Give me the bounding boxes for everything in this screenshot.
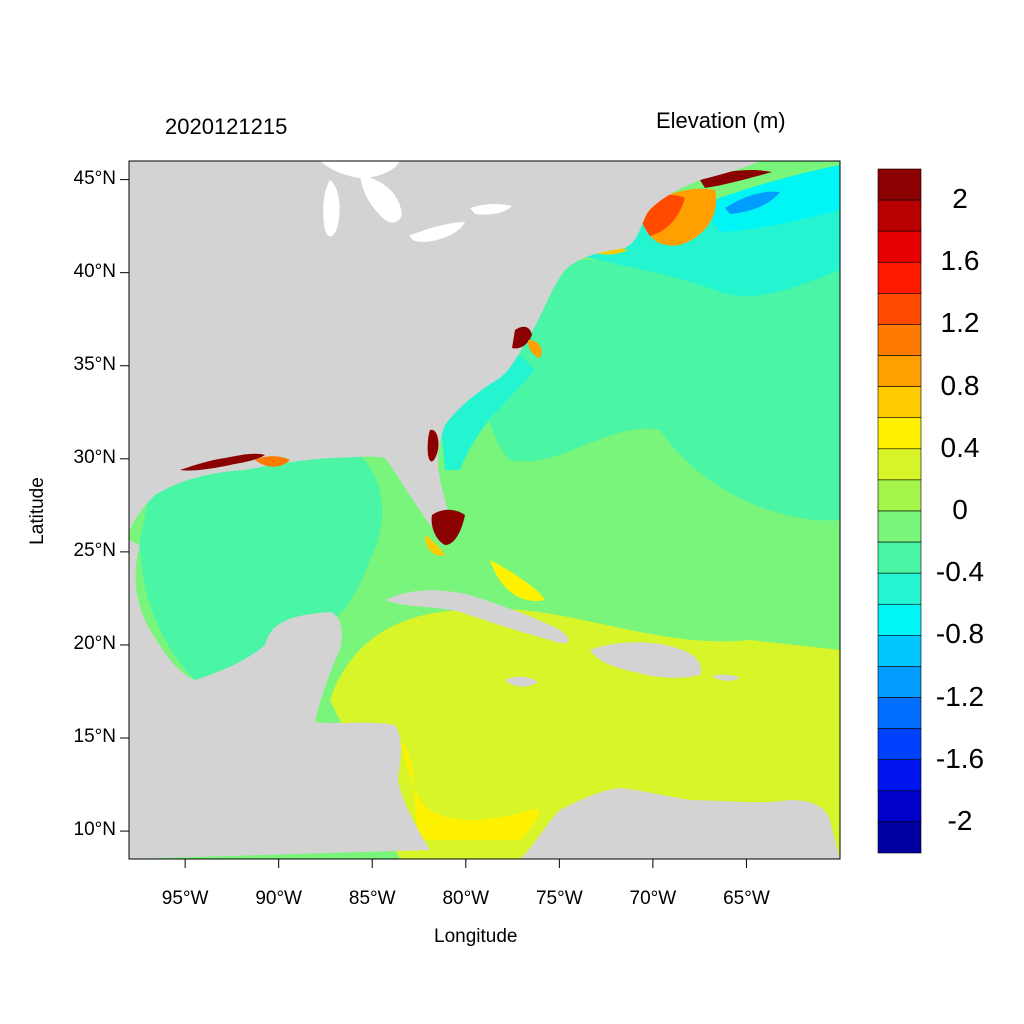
jamaica-land <box>505 676 538 687</box>
lake-erie <box>410 222 465 242</box>
colorbar-segment <box>877 728 922 761</box>
colorbar-label: 2 <box>952 183 968 215</box>
y-tick-label: 30°N <box>73 446 116 468</box>
atlantic-negative-field <box>485 260 840 521</box>
gulf-coast-surge <box>180 453 265 471</box>
south-florida-max <box>431 509 465 545</box>
colorbar-label: -2 <box>947 804 973 836</box>
y-tick-label: 35°N <box>73 353 116 375</box>
central-america-coast-high <box>400 740 539 840</box>
southeast-coast-field <box>440 355 535 470</box>
y-tick-label: 20°N <box>73 632 116 654</box>
colorbar-segment <box>877 635 922 667</box>
colorbar-segment <box>877 479 922 512</box>
y-tick-label: 40°N <box>73 260 116 282</box>
x-tick-label: 95°W <box>161 888 209 909</box>
x-tick-label: 85°W <box>348 888 396 909</box>
colorbar-segment <box>877 666 922 698</box>
cuba-land <box>385 590 569 644</box>
plot-frame <box>128 160 841 860</box>
colorbar-label: 0.8 <box>940 369 980 401</box>
timestamp-title: 2020121215 <box>165 114 288 139</box>
colorbar-label: 0 <box>952 494 968 525</box>
lake-superior <box>320 161 400 178</box>
colorbar-segment <box>877 821 922 854</box>
louisiana-surge <box>255 456 290 467</box>
variable-title: Elevation (m) <box>656 108 786 133</box>
north-america-land <box>129 161 760 535</box>
colorbar-label: 1.2 <box>940 307 980 339</box>
bahamas-high <box>490 560 545 601</box>
pamlico-high <box>528 340 542 358</box>
x-tick-label: 90°W <box>255 888 302 909</box>
colorbar-segment <box>877 541 922 574</box>
x-axis-ticks <box>184 859 747 868</box>
colorbar-segment <box>877 510 922 543</box>
hispaniola-land <box>590 642 701 678</box>
colorbar-segment <box>877 355 922 387</box>
colorbar-label: 1.6 <box>940 245 980 277</box>
georgia-coast-surge <box>427 429 439 462</box>
colorbar-segment <box>877 199 922 232</box>
lake-huron <box>360 175 402 223</box>
puerto-rico-land <box>712 674 740 681</box>
y-axis-ticks <box>120 179 129 832</box>
lake-ontario <box>470 203 512 215</box>
colorbar-segment <box>877 168 922 201</box>
south-america-land <box>520 788 840 859</box>
colorbar-segment <box>877 386 922 419</box>
colorbar-segment <box>877 417 922 450</box>
gulf-of-maine-low <box>725 191 780 214</box>
caribbean-positive-field <box>330 608 840 859</box>
y-tick-label: 10°N <box>73 819 116 841</box>
florida-west-coast-high <box>425 535 445 556</box>
y-tick-label: 25°N <box>73 539 116 561</box>
colorbar-label: -0.8 <box>935 618 985 650</box>
mexico-central-america-land <box>129 540 430 859</box>
colorbar-label: -1.2 <box>935 680 985 712</box>
colorbar-label: -1.6 <box>935 742 985 774</box>
carolina-surge <box>512 326 532 349</box>
colorbar-segment <box>877 293 922 325</box>
colorbar-segment <box>877 603 922 636</box>
colorbar-segment <box>877 790 922 823</box>
x-tick-label: 65°W <box>723 888 770 909</box>
colorbar-segment <box>877 448 922 481</box>
colorbar-segment <box>877 261 922 294</box>
colorbar-label: -0.4 <box>935 556 985 588</box>
x-axis-label: Longitude <box>434 926 518 947</box>
x-tick-label: 75°W <box>535 888 583 909</box>
map-plot-area <box>129 161 840 859</box>
colorbar <box>877 168 922 854</box>
y-tick-label: 15°N <box>73 726 116 747</box>
lake-michigan <box>323 180 340 237</box>
colorbar-segment <box>877 759 922 792</box>
x-tick-label: 80°W <box>442 888 490 909</box>
colorbar-segment <box>877 697 922 729</box>
colorbar-segment <box>877 230 922 263</box>
colorbar-segment <box>877 324 922 356</box>
florida-land <box>385 455 448 515</box>
y-tick-label: 45°N <box>73 167 116 189</box>
x-tick-label: 70°W <box>629 888 677 909</box>
colorbar-label: 0.4 <box>940 431 980 463</box>
colorbar-segment <box>877 572 922 605</box>
